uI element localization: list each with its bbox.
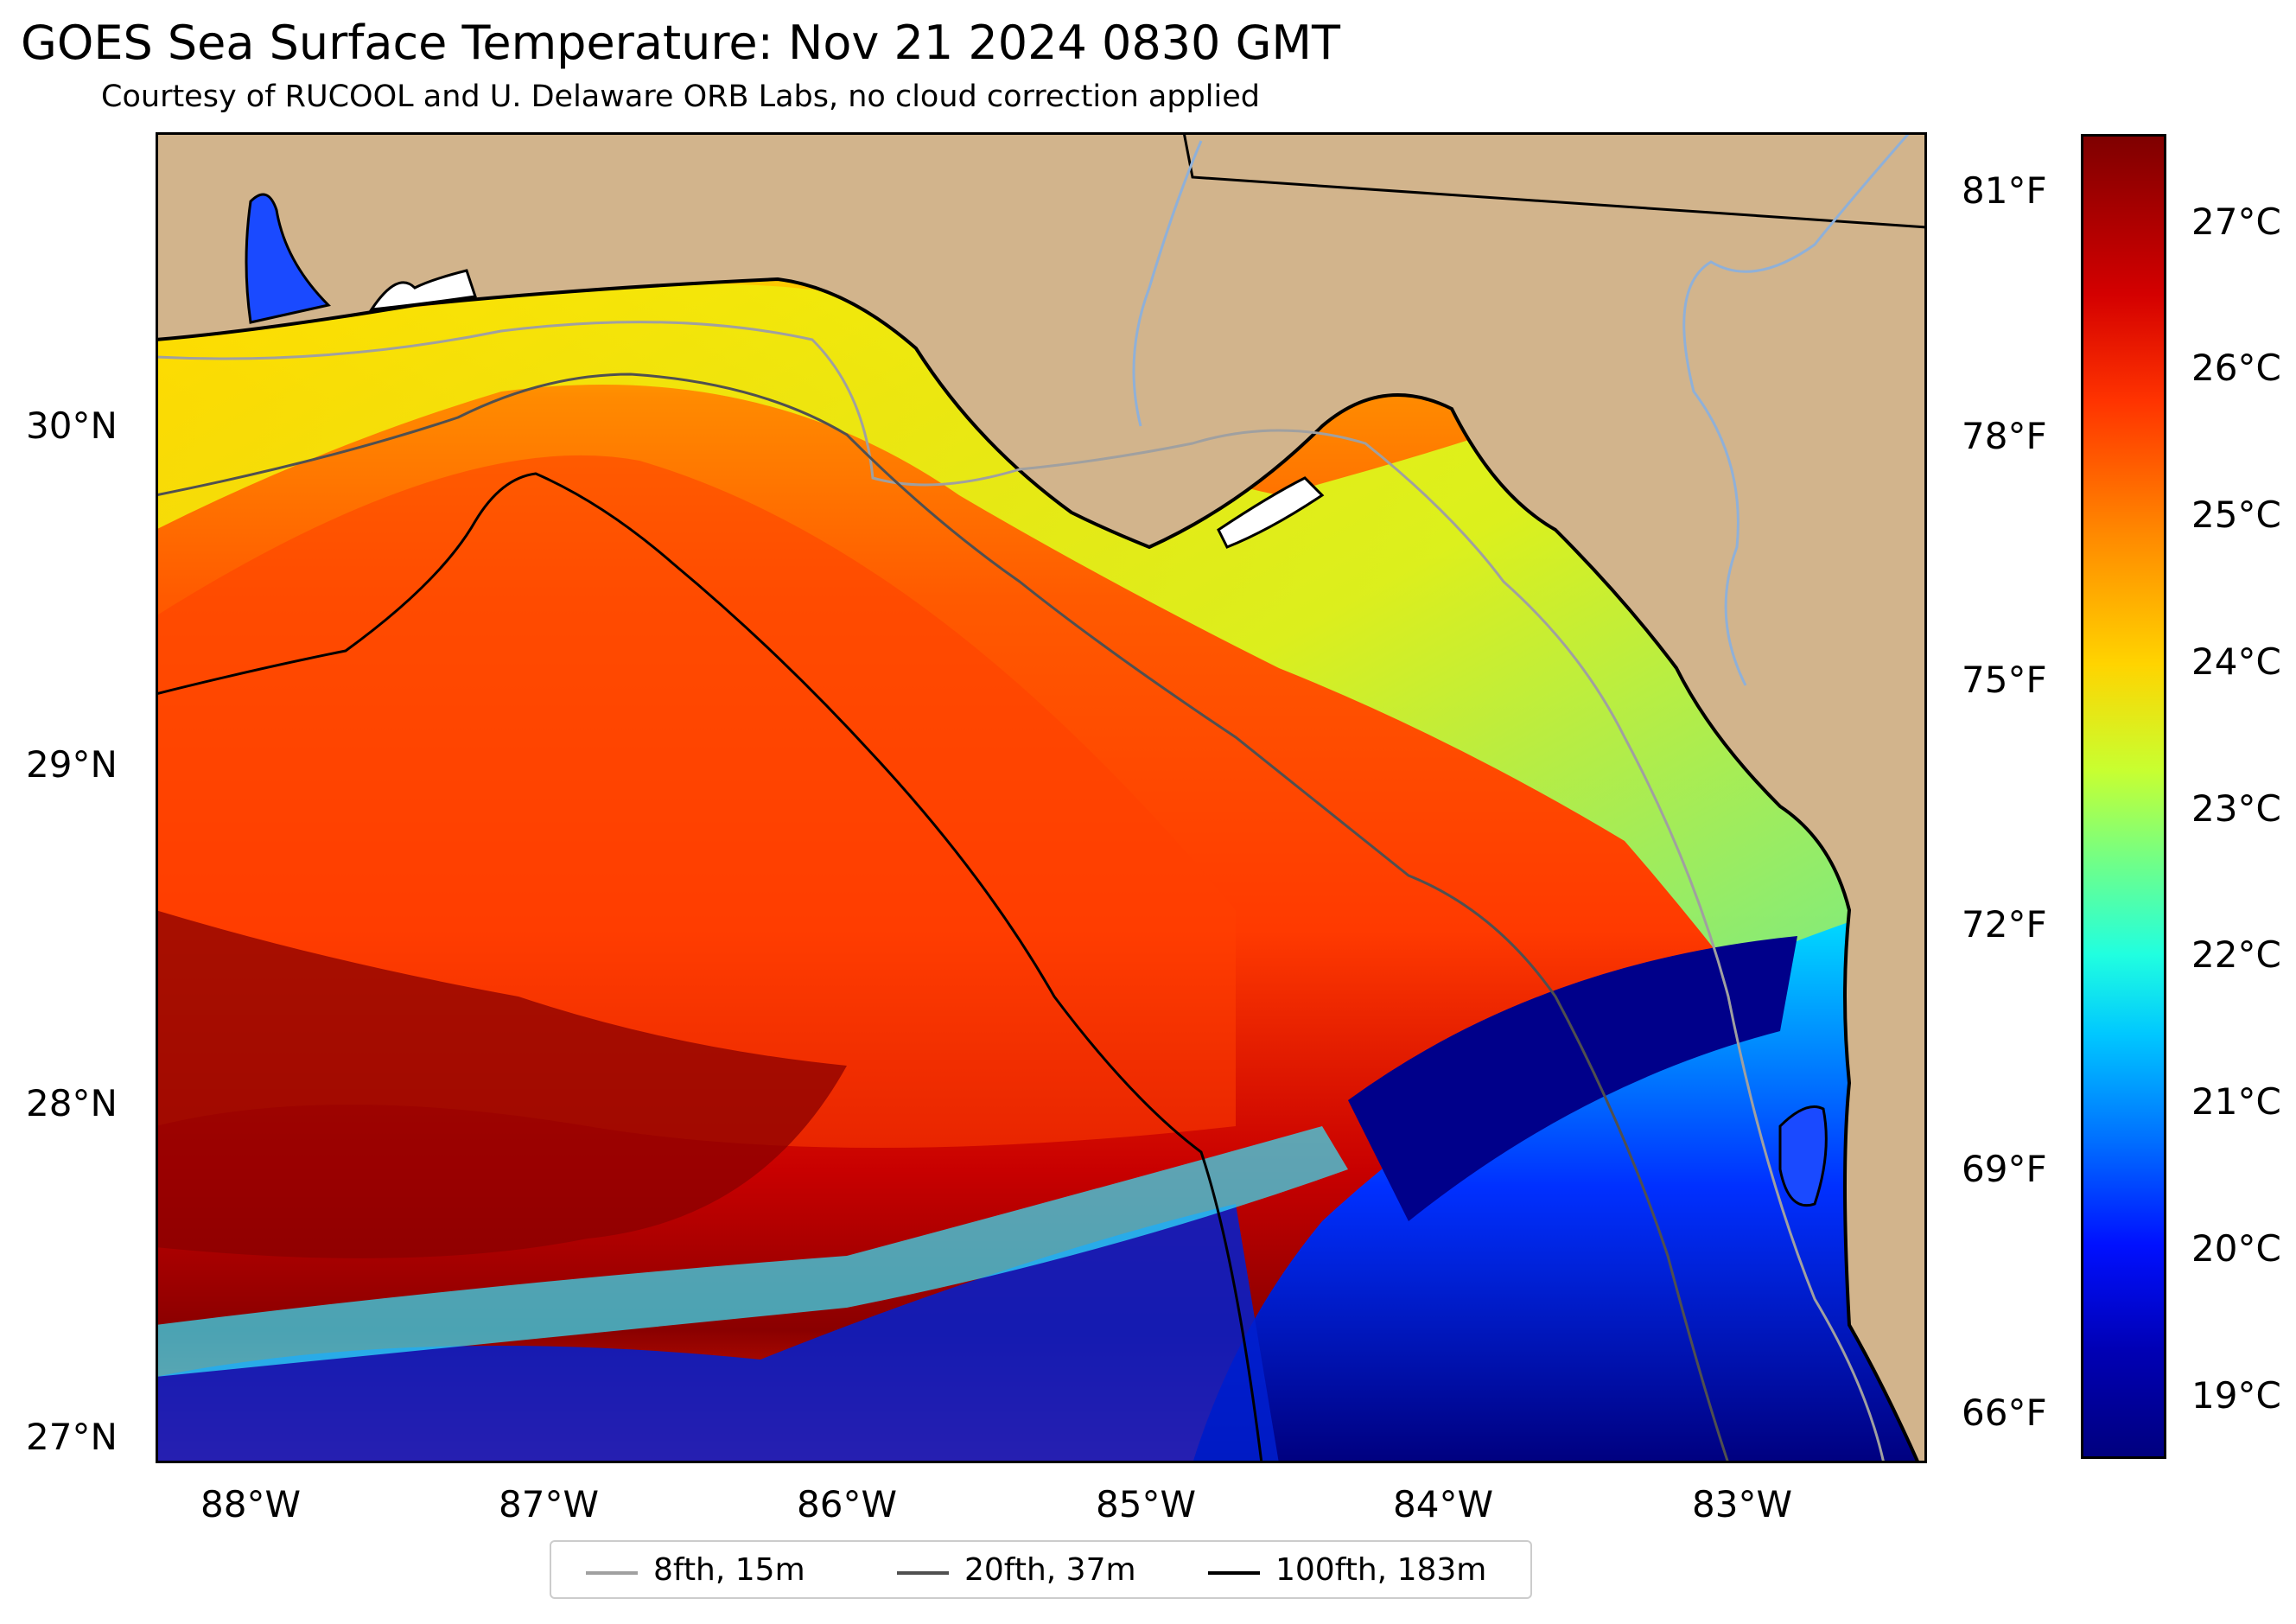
map-subtitle: Courtesy of RUCOOL and U. Delaware ORB L…	[101, 80, 1260, 114]
tampa-bay	[1778, 1105, 1828, 1207]
isobath-legend: 8fth, 15m 20fth, 37m 100fth, 183m	[550, 1540, 1532, 1599]
warm-core	[156, 455, 1236, 1148]
colorbar-label-25c: 25°C	[2191, 494, 2281, 536]
colorbar-label-26c: 26°C	[2191, 347, 2281, 389]
colorbar-label-22c: 22°C	[2191, 933, 2281, 976]
tempf-label-66: 66°F	[1962, 1392, 2047, 1434]
colorbar-label-19c: 19°C	[2191, 1374, 2281, 1417]
colorbar-label-20c: 20°C	[2191, 1227, 2281, 1270]
shelf-band	[156, 283, 1927, 1256]
colorbar-label-23c: 23°C	[2191, 787, 2281, 830]
lon-label-84w: 84°W	[1393, 1483, 1493, 1525]
lon-label-85w: 85°W	[1096, 1483, 1196, 1525]
tempf-label-75: 75°F	[1962, 659, 2047, 701]
lon-label-86w: 86°W	[797, 1483, 897, 1525]
lat-label-30n: 30°N	[26, 404, 118, 447]
lat-label-29n: 29°N	[26, 743, 118, 786]
pensacola-bay	[368, 269, 477, 311]
coastline	[156, 277, 1920, 1463]
mobile-bay	[245, 193, 331, 324]
legend-label-100fth: 100fth, 183m	[1275, 1552, 1487, 1588]
apalachee-bay-inlet	[1217, 476, 1325, 549]
colorbar-label-21c: 21°C	[2191, 1080, 2281, 1123]
map-title: GOES Sea Surface Temperature: Nov 21 202…	[20, 16, 1340, 70]
river-west	[1132, 140, 1203, 427]
legend-label-20fth: 20fth, 37m	[964, 1552, 1136, 1588]
lon-label-83w: 83°W	[1692, 1483, 1792, 1525]
tempf-label-81: 81°F	[1962, 169, 2047, 212]
isobath-100fth	[156, 472, 1263, 1463]
lon-label-87w: 87°W	[499, 1483, 599, 1525]
colorbar-label-24c: 24°C	[2191, 640, 2281, 683]
isobath-20fth	[156, 373, 1730, 1463]
isobath-8fth	[156, 321, 1886, 1463]
map-frame	[156, 132, 1927, 1463]
cold-band-east	[1193, 910, 1927, 1463]
lat-label-28n: 28°N	[26, 1082, 118, 1124]
cold-fringe	[156, 1126, 1348, 1377]
legend-label-8fth: 8fth, 15m	[653, 1552, 805, 1588]
tempf-label-69: 69°F	[1962, 1148, 2047, 1190]
tempf-label-78: 78°F	[1962, 415, 2047, 457]
land-north	[156, 132, 1927, 1463]
legend-swatch-100fth	[1208, 1571, 1260, 1575]
cold-band-mid	[1348, 936, 1797, 1221]
lat-label-27n: 27°N	[26, 1416, 118, 1458]
sst-map	[156, 132, 1927, 1463]
lon-label-88w: 88°W	[200, 1483, 301, 1525]
legend-swatch-20fth	[897, 1571, 949, 1575]
river-east	[1682, 132, 1911, 686]
dark-red-region	[156, 910, 847, 1258]
temperature-colorbar	[2081, 134, 2166, 1459]
legend-swatch-8fth	[586, 1571, 638, 1575]
cold-band-south	[156, 1204, 1279, 1463]
tempf-label-72: 72°F	[1962, 903, 2047, 946]
state-boundary	[1182, 132, 1927, 229]
colorbar-label-27c: 27°C	[2191, 201, 2281, 243]
